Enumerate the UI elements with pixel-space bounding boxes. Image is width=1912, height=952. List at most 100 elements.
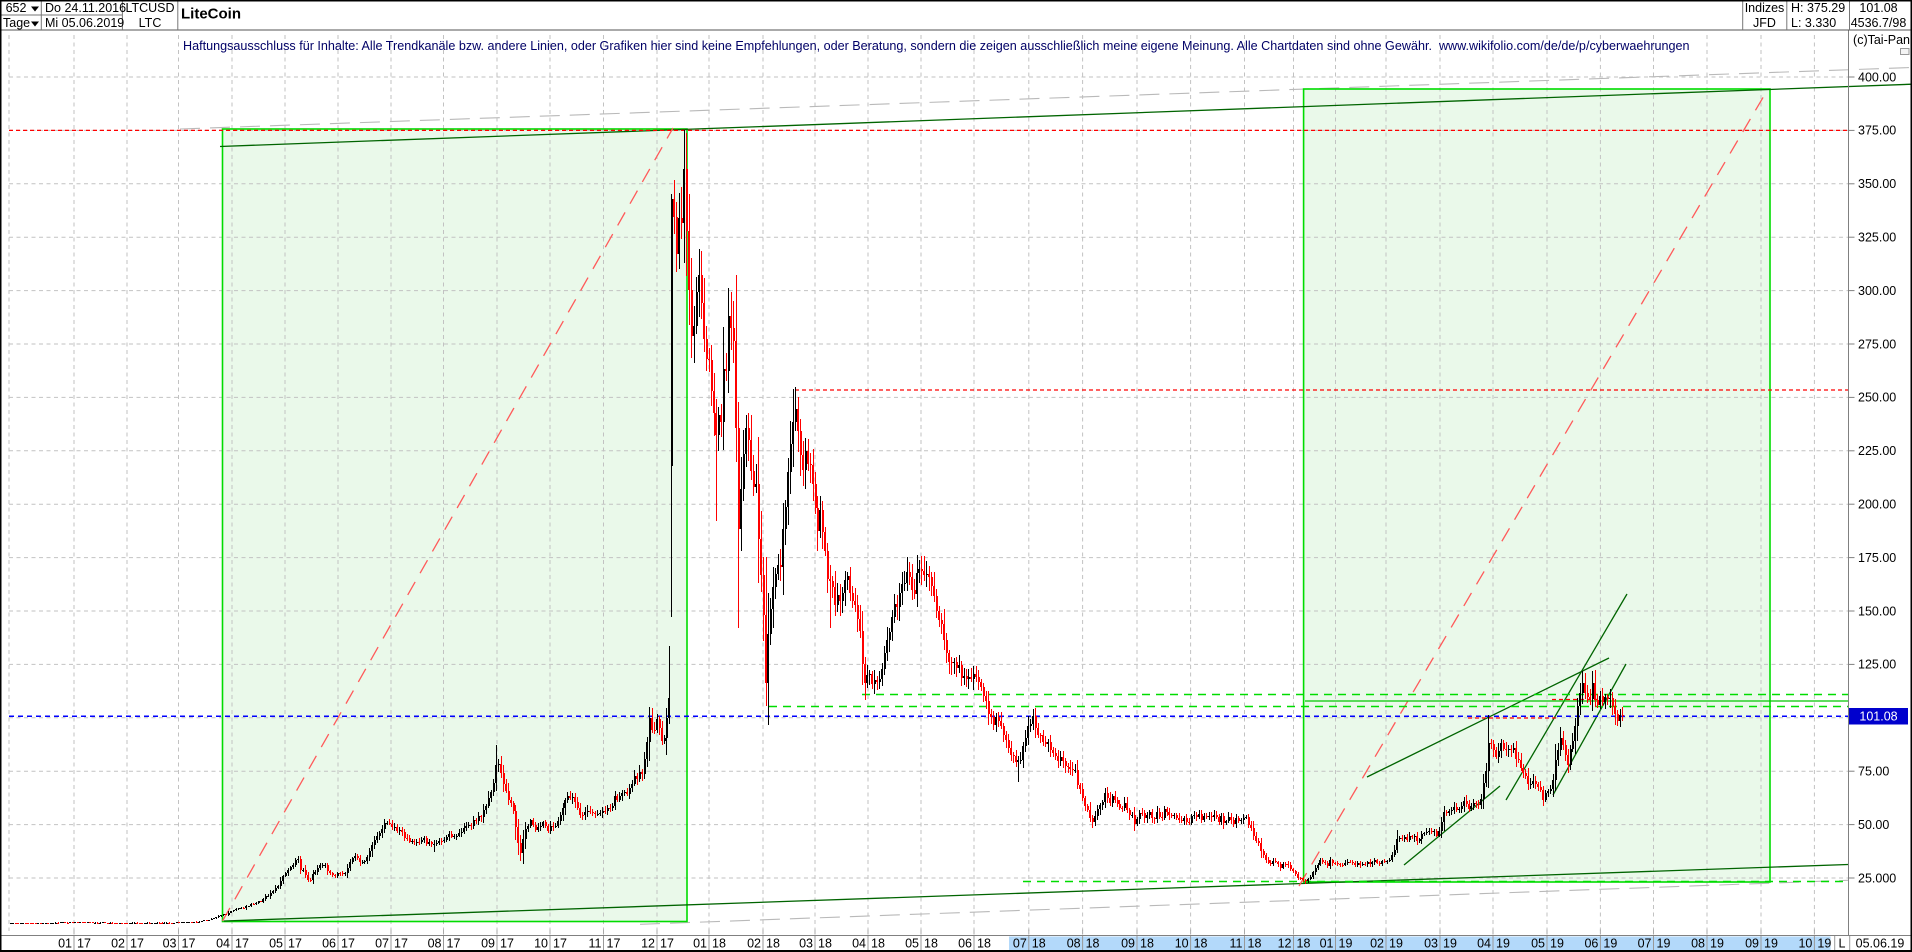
svg-text:17: 17 [341, 937, 355, 951]
svg-text:12: 12 [641, 937, 655, 951]
svg-text:Indizes: Indizes [1745, 1, 1785, 15]
svg-text:11: 11 [1230, 937, 1243, 951]
svg-text:125.00: 125.00 [1858, 658, 1896, 672]
svg-text:375.00: 375.00 [1858, 124, 1896, 138]
svg-text:05: 05 [905, 937, 919, 951]
svg-text:325.00: 325.00 [1858, 231, 1896, 245]
svg-text:19: 19 [1389, 937, 1403, 951]
svg-text:07: 07 [375, 937, 389, 951]
svg-text:50.00: 50.00 [1858, 818, 1889, 832]
svg-text:350.00: 350.00 [1858, 177, 1896, 191]
svg-text:05: 05 [269, 937, 283, 951]
svg-text:02: 02 [747, 937, 761, 951]
svg-text:08: 08 [1067, 937, 1081, 951]
svg-text:09: 09 [1121, 937, 1135, 951]
svg-text:Haftungsausschluss für Inhalte: Haftungsausschluss für Inhalte: Alle Tre… [183, 39, 1690, 53]
svg-text:(c)Tai-Pan: (c)Tai-Pan [1853, 33, 1910, 47]
svg-text:18: 18 [1194, 937, 1208, 951]
svg-text:Do 24.11.2016: Do 24.11.2016 [45, 1, 126, 15]
svg-text:04: 04 [1477, 937, 1491, 951]
svg-text:18: 18 [924, 937, 938, 951]
svg-text:25.000: 25.000 [1858, 871, 1896, 885]
svg-text:19: 19 [1603, 937, 1617, 951]
svg-text:18: 18 [1032, 937, 1046, 951]
svg-text:10: 10 [1175, 937, 1189, 951]
svg-text:05.06.19: 05.06.19 [1856, 937, 1905, 951]
svg-text:12: 12 [1278, 937, 1292, 951]
svg-text:L: 3.330: L: 3.330 [1791, 16, 1836, 30]
svg-text:H: 375.29: H: 375.29 [1791, 1, 1845, 15]
svg-text:17: 17 [447, 937, 461, 951]
svg-text:17: 17 [130, 937, 144, 951]
svg-text:04: 04 [852, 937, 866, 951]
svg-text:Tage: Tage [3, 16, 30, 30]
svg-text:17: 17 [182, 937, 196, 951]
svg-text:17: 17 [394, 937, 408, 951]
svg-text:05: 05 [1531, 937, 1545, 951]
svg-text:18: 18 [766, 937, 780, 951]
svg-text:06: 06 [1584, 937, 1598, 951]
svg-text:17: 17 [660, 937, 674, 951]
svg-text:19: 19 [1443, 937, 1457, 951]
svg-text:LTCUSD: LTCUSD [125, 1, 174, 15]
svg-text:18: 18 [1297, 937, 1311, 951]
svg-text:17: 17 [607, 937, 621, 951]
svg-text:07: 07 [1013, 937, 1027, 951]
svg-text:09: 09 [481, 937, 495, 951]
svg-text:75.00: 75.00 [1858, 765, 1889, 779]
svg-text:19: 19 [1710, 937, 1724, 951]
svg-text:02: 02 [111, 937, 125, 951]
svg-text:02: 02 [1370, 937, 1384, 951]
svg-text:LTC: LTC [139, 16, 162, 30]
svg-text:04: 04 [216, 937, 230, 951]
svg-text:L: L [1839, 937, 1846, 951]
svg-text:17: 17 [553, 937, 567, 951]
svg-text:225.00: 225.00 [1858, 444, 1896, 458]
svg-text:Mi 05.06.2019: Mi 05.06.2019 [45, 16, 124, 30]
svg-text:101.08: 101.08 [1859, 710, 1897, 724]
svg-text:17: 17 [77, 937, 91, 951]
svg-text:101.08: 101.08 [1859, 1, 1897, 15]
svg-text:11: 11 [589, 937, 602, 951]
svg-text:LiteCoin: LiteCoin [181, 6, 241, 23]
svg-text:19: 19 [1496, 937, 1510, 951]
svg-text:01: 01 [58, 937, 72, 951]
svg-text:18: 18 [1086, 937, 1100, 951]
svg-text:01: 01 [693, 937, 707, 951]
svg-text:4536.7/98: 4536.7/98 [1851, 16, 1907, 30]
svg-text:17: 17 [288, 937, 302, 951]
svg-text:17: 17 [235, 937, 249, 951]
svg-text:JFD: JFD [1753, 16, 1776, 30]
svg-text:18: 18 [1140, 937, 1154, 951]
svg-text:275.00: 275.00 [1858, 337, 1896, 351]
svg-text:175.00: 175.00 [1858, 551, 1896, 565]
svg-text:19: 19 [1550, 937, 1564, 951]
svg-text:652: 652 [6, 1, 27, 15]
svg-text:06: 06 [322, 937, 336, 951]
svg-text:01: 01 [1320, 937, 1334, 951]
svg-text:10: 10 [1798, 937, 1812, 951]
svg-text:300.00: 300.00 [1858, 284, 1896, 298]
svg-text:18: 18 [1248, 937, 1262, 951]
svg-text:200.00: 200.00 [1858, 498, 1896, 512]
svg-text:19: 19 [1339, 937, 1353, 951]
svg-text:18: 18 [712, 937, 726, 951]
svg-text:06: 06 [958, 937, 972, 951]
svg-text:17: 17 [500, 937, 514, 951]
svg-text:18: 18 [818, 937, 832, 951]
svg-text:08: 08 [1691, 937, 1705, 951]
svg-text:03: 03 [163, 937, 177, 951]
svg-text:250.00: 250.00 [1858, 391, 1896, 405]
svg-text:10: 10 [534, 937, 548, 951]
svg-text:19: 19 [1817, 937, 1831, 951]
svg-text:400.00: 400.00 [1858, 70, 1896, 84]
svg-text:09: 09 [1745, 937, 1759, 951]
svg-text:08: 08 [428, 937, 442, 951]
svg-text:19: 19 [1657, 937, 1671, 951]
svg-text:18: 18 [977, 937, 991, 951]
svg-text:03: 03 [1424, 937, 1438, 951]
svg-text:150.00: 150.00 [1858, 604, 1896, 618]
svg-text:07: 07 [1638, 937, 1652, 951]
svg-text:18: 18 [871, 937, 885, 951]
svg-text:03: 03 [799, 937, 813, 951]
